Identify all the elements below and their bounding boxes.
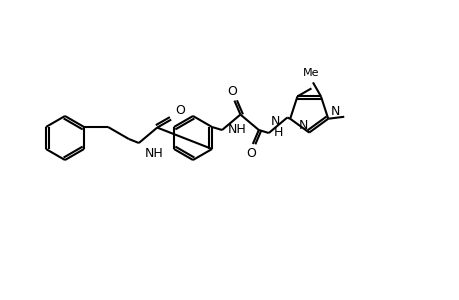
Text: O: O xyxy=(246,147,255,160)
Text: H: H xyxy=(273,125,283,139)
Text: N: N xyxy=(270,115,280,128)
Text: O: O xyxy=(175,103,185,117)
Text: NH: NH xyxy=(228,122,246,136)
Text: O: O xyxy=(227,85,237,98)
Text: N: N xyxy=(330,105,340,118)
Text: NH: NH xyxy=(145,147,163,160)
Text: N: N xyxy=(298,118,308,132)
Text: Me: Me xyxy=(302,68,319,78)
